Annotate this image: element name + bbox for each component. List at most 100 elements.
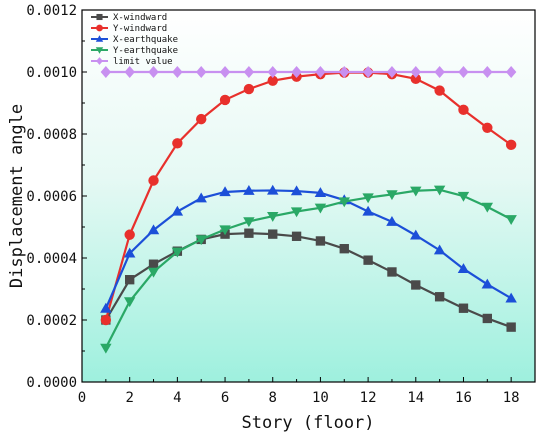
legend-label: Y-windward (113, 24, 167, 34)
data-point (362, 66, 374, 78)
data-point (219, 66, 231, 78)
data-point (196, 113, 207, 125)
x-tick-label: 12 (360, 390, 377, 406)
data-point (386, 66, 398, 78)
legend-item: Y-earthquake (91, 46, 178, 56)
data-point (339, 66, 350, 78)
data-point (290, 185, 303, 196)
y-tick-label: 0.0000 (26, 375, 77, 391)
data-point (410, 73, 421, 85)
data-point (338, 197, 350, 208)
legend-marker (96, 57, 103, 65)
data-point (147, 267, 160, 278)
legend-label: X-earthquake (113, 35, 178, 45)
data-point (219, 186, 231, 197)
data-point (243, 66, 255, 78)
data-point (505, 215, 517, 225)
x-tick-label: 14 (407, 390, 424, 406)
data-point (411, 280, 421, 290)
data-point (434, 292, 445, 302)
y-axis-title: Displacement angle (7, 104, 27, 288)
data-point (147, 224, 160, 235)
data-point (124, 66, 135, 78)
x-tick-label: 0 (78, 390, 86, 406)
data-point (314, 203, 327, 214)
data-point (291, 66, 302, 78)
legend-marker (95, 47, 104, 54)
data-point (243, 185, 255, 195)
data-point (410, 66, 421, 78)
data-point (268, 229, 278, 239)
data-point (386, 216, 398, 226)
data-point (458, 303, 469, 313)
data-point (362, 205, 374, 216)
x-tick-label: 8 (269, 390, 277, 406)
legend-marker (96, 24, 103, 32)
data-point (100, 314, 112, 326)
series-limit-value (100, 66, 517, 78)
data-point (243, 83, 255, 95)
legend-item: Y-windward (91, 24, 167, 34)
data-point (386, 190, 398, 201)
legend: X-windwardY-windwardX-earthquakeY-earthq… (91, 13, 178, 67)
data-point (482, 66, 493, 78)
series-y-earthquake (100, 185, 517, 354)
data-point (123, 297, 136, 308)
data-point (124, 229, 135, 240)
data-point (362, 193, 374, 204)
data-point (195, 192, 207, 203)
y-tick-label: 0.0002 (26, 313, 77, 329)
data-point (100, 302, 112, 313)
data-point (315, 66, 326, 78)
x-axis-title: Story (floor) (241, 413, 374, 433)
data-point (482, 122, 493, 133)
data-point (363, 255, 373, 265)
data-point (195, 235, 207, 246)
data-point (481, 202, 494, 213)
data-point (171, 247, 184, 258)
y-tick-label: 0.0010 (26, 65, 77, 81)
data-point (290, 207, 303, 218)
data-point (100, 66, 112, 78)
data-point (505, 139, 517, 151)
legend-marker (95, 35, 104, 42)
data-point (219, 94, 231, 106)
y-tick-label: 0.0004 (26, 251, 77, 267)
data-point (219, 225, 231, 236)
data-point (314, 187, 327, 198)
data-point (267, 66, 278, 78)
data-point (267, 184, 279, 195)
x-tick-label: 6 (221, 390, 229, 406)
data-point (457, 263, 470, 274)
data-point (482, 313, 492, 324)
data-point (481, 278, 494, 289)
x-tick-label: 4 (173, 390, 181, 406)
y-tick-label: 0.0012 (26, 3, 77, 19)
series-line (104, 188, 512, 349)
data-point (244, 228, 254, 238)
data-point (433, 185, 446, 196)
data-point (457, 191, 470, 202)
data-point (410, 186, 422, 197)
data-point (172, 66, 183, 78)
x-tick-label: 18 (503, 390, 520, 406)
data-point (387, 267, 397, 277)
data-point (458, 104, 469, 116)
data-point (267, 211, 279, 222)
data-point (148, 66, 159, 78)
legend-label: limit value (113, 57, 173, 67)
legend-marker (96, 13, 103, 21)
data-point (100, 343, 112, 354)
data-point (315, 236, 326, 246)
data-point (172, 138, 183, 149)
data-point (410, 229, 422, 240)
data-point (243, 217, 255, 228)
x-tick-label: 2 (125, 390, 133, 406)
y-tick-label: 0.0006 (26, 189, 77, 205)
legend-item: limit value (91, 57, 173, 67)
data-point (148, 259, 159, 269)
data-point (267, 75, 278, 86)
data-point (505, 66, 517, 78)
data-point (434, 66, 445, 78)
